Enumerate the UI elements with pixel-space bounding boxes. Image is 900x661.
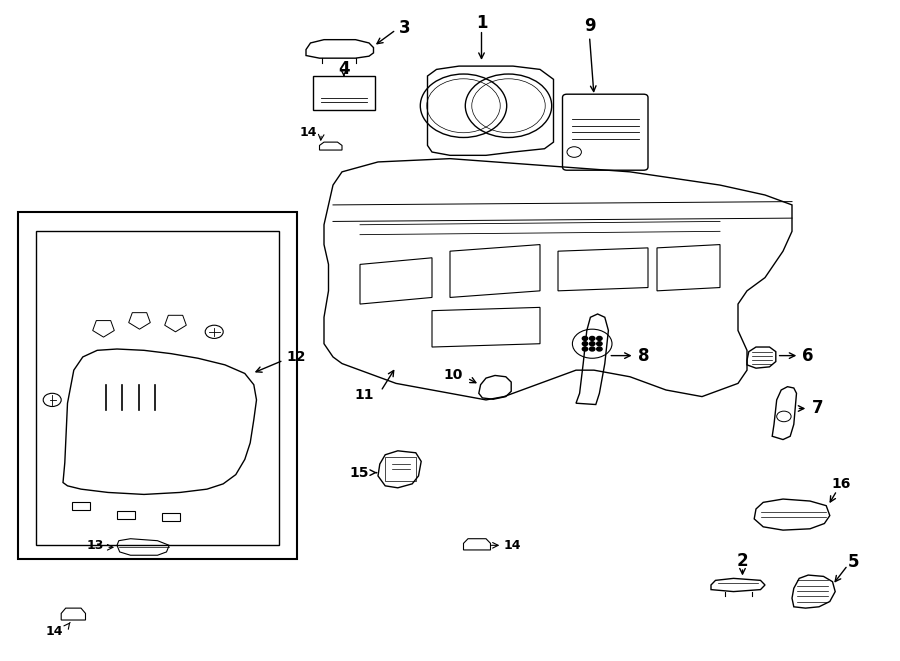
Circle shape — [590, 336, 595, 340]
Circle shape — [597, 336, 602, 340]
Circle shape — [597, 347, 602, 351]
Text: 3: 3 — [400, 19, 410, 37]
Text: 13: 13 — [86, 539, 104, 552]
Text: 5: 5 — [848, 553, 859, 571]
Text: 16: 16 — [832, 477, 851, 491]
Circle shape — [582, 347, 588, 351]
Text: 8: 8 — [638, 346, 649, 365]
Circle shape — [590, 342, 595, 346]
Circle shape — [582, 336, 588, 340]
Text: 12: 12 — [286, 350, 306, 364]
Text: 4: 4 — [338, 60, 349, 79]
Circle shape — [582, 342, 588, 346]
Text: 10: 10 — [443, 368, 463, 383]
Text: 14: 14 — [300, 126, 317, 139]
Text: 1: 1 — [476, 14, 487, 32]
Text: 11: 11 — [354, 388, 373, 403]
Text: 15: 15 — [349, 465, 369, 480]
Text: 6: 6 — [803, 346, 814, 365]
Text: 2: 2 — [737, 551, 748, 570]
Text: 14: 14 — [504, 539, 521, 552]
Circle shape — [590, 347, 595, 351]
Text: 9: 9 — [584, 17, 595, 36]
Text: 7: 7 — [812, 399, 823, 418]
Circle shape — [597, 342, 602, 346]
Text: 14: 14 — [45, 625, 63, 638]
